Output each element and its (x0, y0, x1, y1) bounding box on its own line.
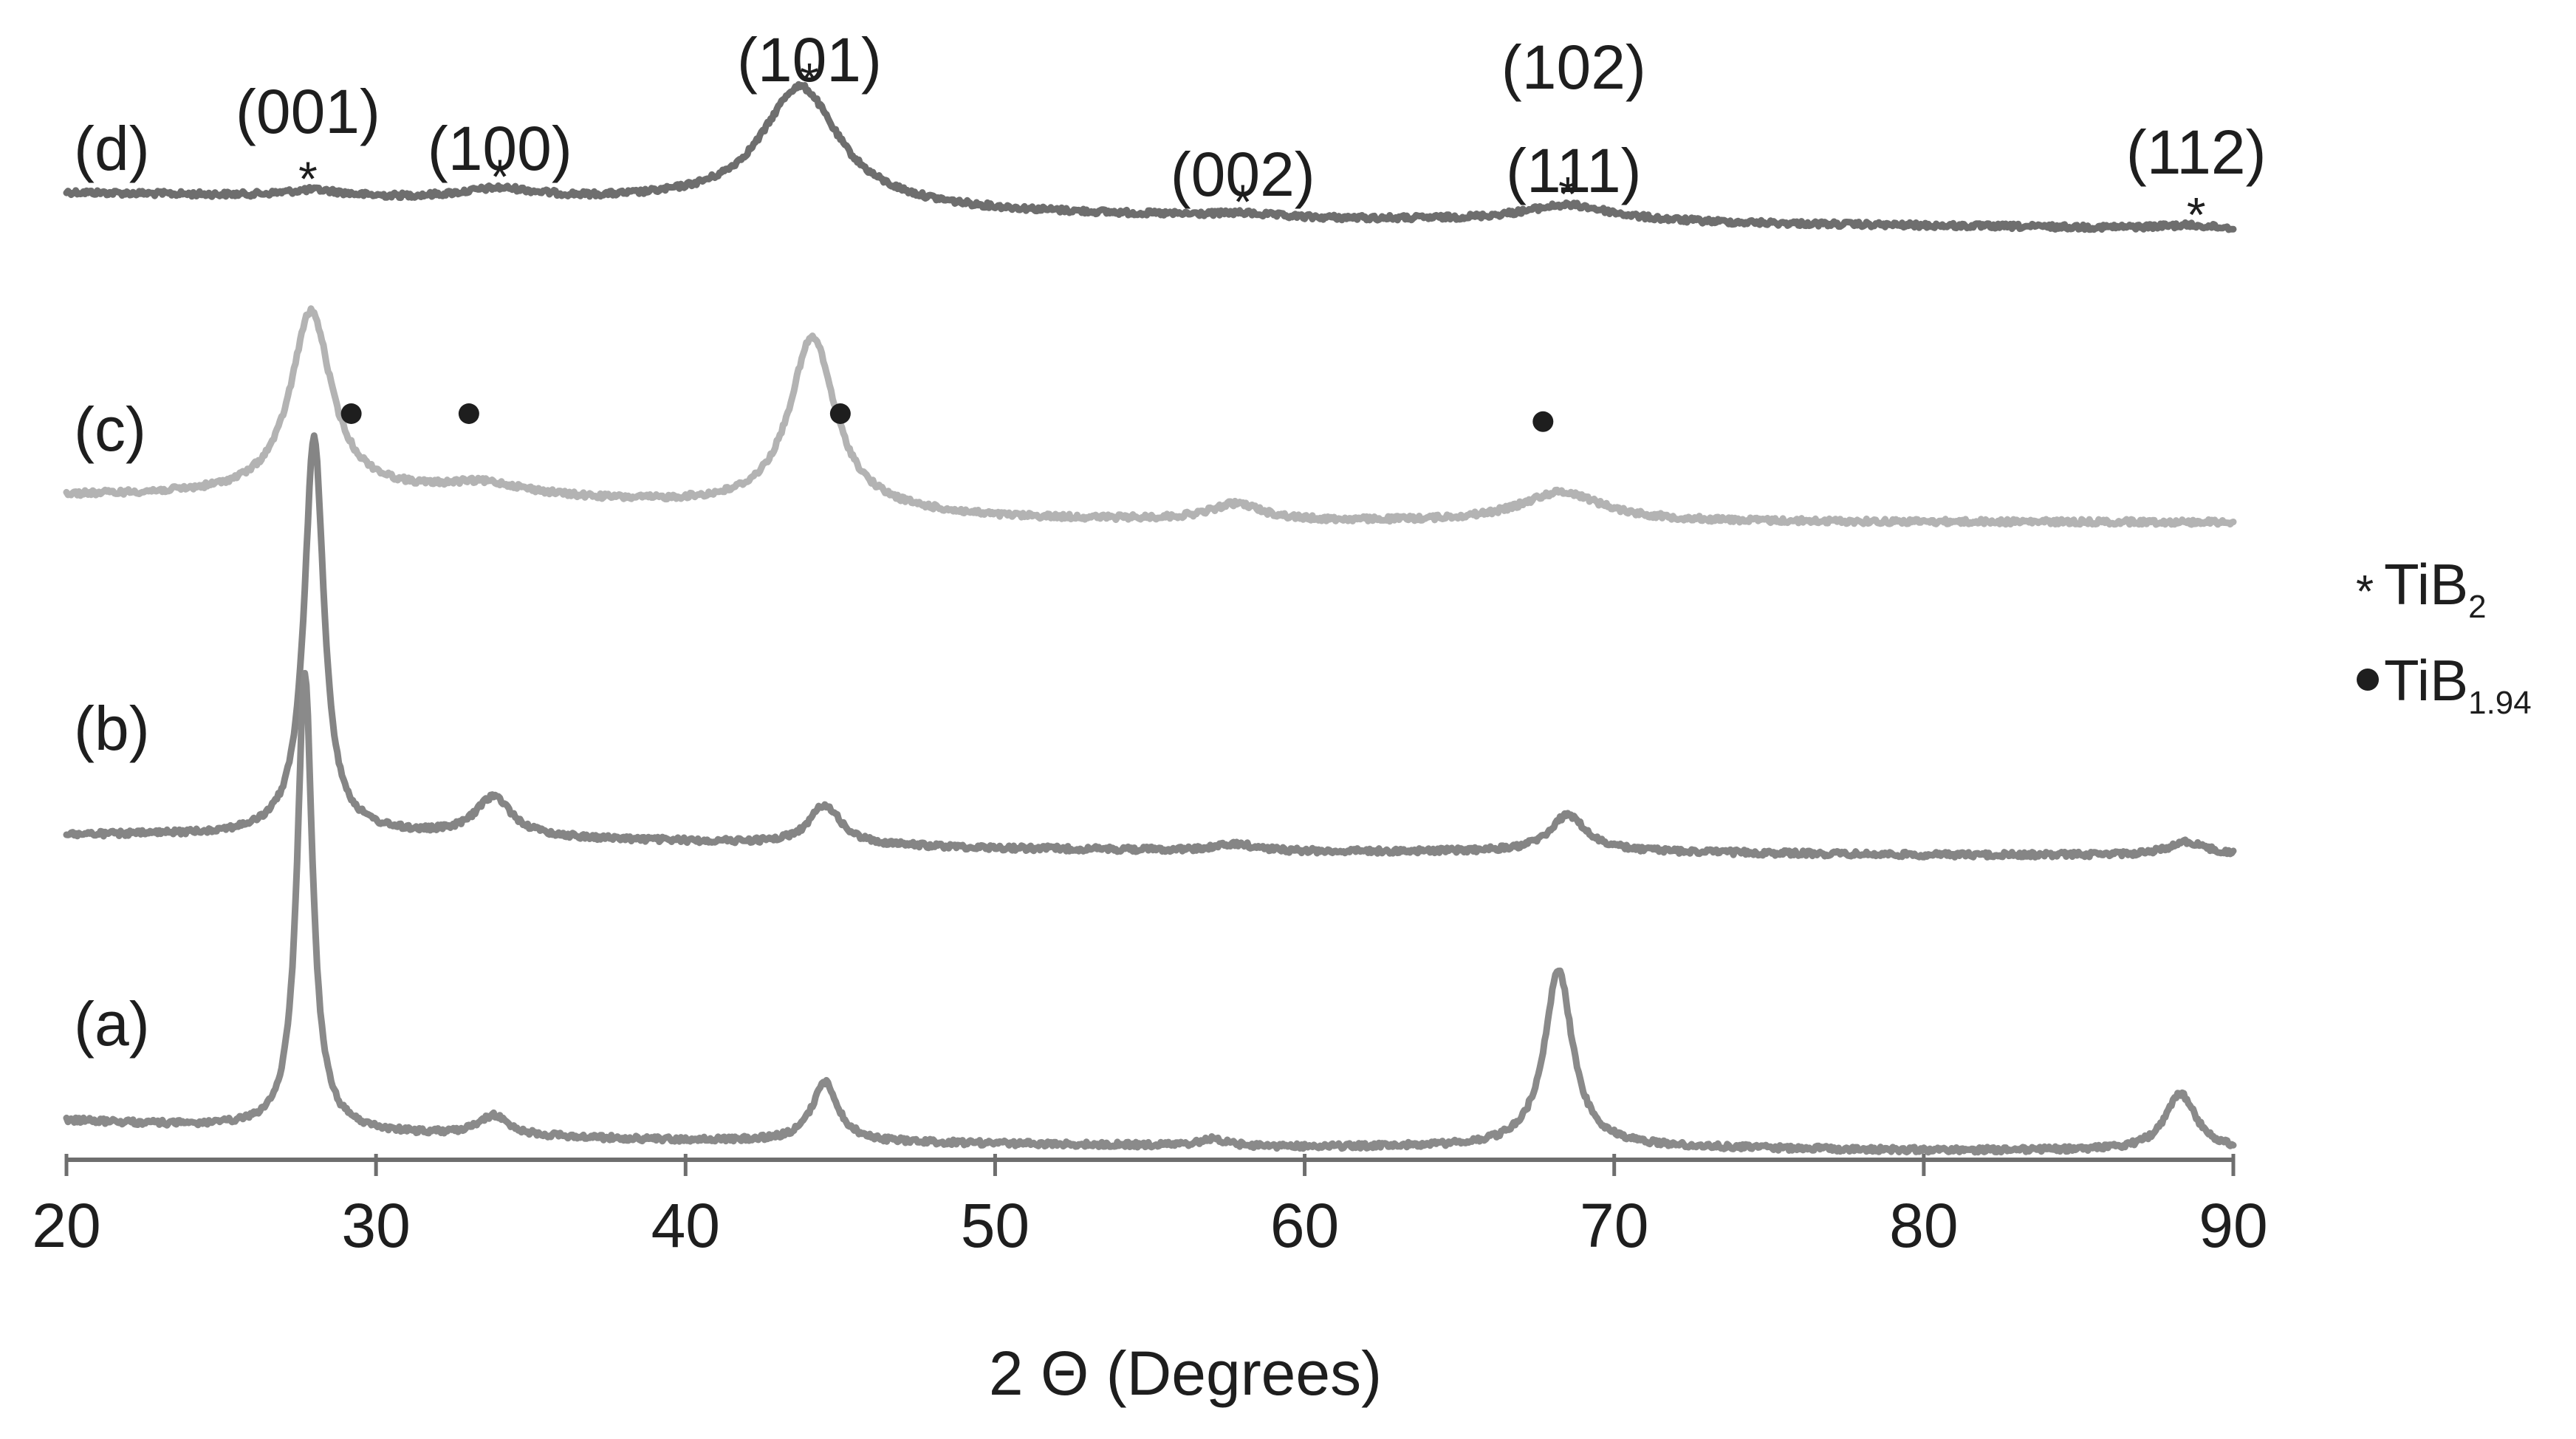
tib194-dot-marker (829, 403, 851, 424)
series-line-a (63, 669, 2237, 1156)
legend-dot-marker (2357, 669, 2379, 691)
legend: * TiB2 TiB1.94 (2356, 552, 2532, 721)
x-tick-label: 40 (651, 1191, 720, 1260)
hkl-label: (101) (737, 25, 882, 95)
tib2-asterisk-marker: * (1233, 174, 1253, 229)
x-tick-label: 90 (2199, 1191, 2267, 1260)
tib2-asterisk-marker: * (490, 149, 510, 204)
hkl-label: (001) (236, 77, 380, 146)
tib194-dot-marker (1532, 411, 1554, 432)
tib2-asterisk-marker: * (800, 53, 819, 108)
x-axis: 20 30 40 50 60 70 80 90 (32, 1154, 2268, 1260)
x-tick-label: 30 (341, 1191, 410, 1260)
tib2-asterisk-marker: * (2187, 187, 2206, 242)
x-tick-label: 20 (32, 1191, 100, 1260)
x-tick-label: 60 (1270, 1191, 1339, 1260)
hkl-label: (002) (1171, 140, 1315, 209)
tib2-asterisk-marker: * (298, 151, 318, 206)
series-label-d: (d) (74, 114, 150, 183)
series-label-c: (c) (74, 394, 146, 464)
hkl-label: (111) (1506, 136, 1642, 205)
x-axis-label: 2 Θ (Degrees) (989, 1339, 1382, 1408)
series-label-a: (a) (74, 989, 150, 1059)
annotation-layer: (d)(c)(b)(a)*(001)*(100)*(101)*(002) *(10… (74, 25, 2267, 1059)
hkl-label: (100) (428, 114, 572, 183)
tib194-dot-marker (340, 403, 362, 424)
x-tick-label: 50 (961, 1191, 1030, 1260)
series-line-c (63, 305, 2237, 528)
legend-label-subscript: 1.94 (2468, 685, 2532, 721)
x-tick-label: 80 (1889, 1191, 1958, 1260)
tib194-dot-marker (458, 403, 479, 424)
hkl-label: (102) (1501, 33, 1646, 102)
x-tick-label: 70 (1580, 1191, 1648, 1260)
legend-asterisk-marker: * (2356, 567, 2374, 618)
tib2-asterisk-marker: * (1558, 167, 1578, 222)
series-line-d (63, 81, 2237, 233)
legend-label-subscript: 2 (2468, 589, 2486, 625)
series-label-b: (b) (74, 694, 150, 763)
legend-label: TiB1.94 (2384, 648, 2532, 721)
series-layer (63, 81, 2237, 1156)
series-line-b (63, 432, 2237, 861)
legend-label: TiB2 (2384, 552, 2487, 625)
hkl-label: (112) (2126, 117, 2267, 187)
